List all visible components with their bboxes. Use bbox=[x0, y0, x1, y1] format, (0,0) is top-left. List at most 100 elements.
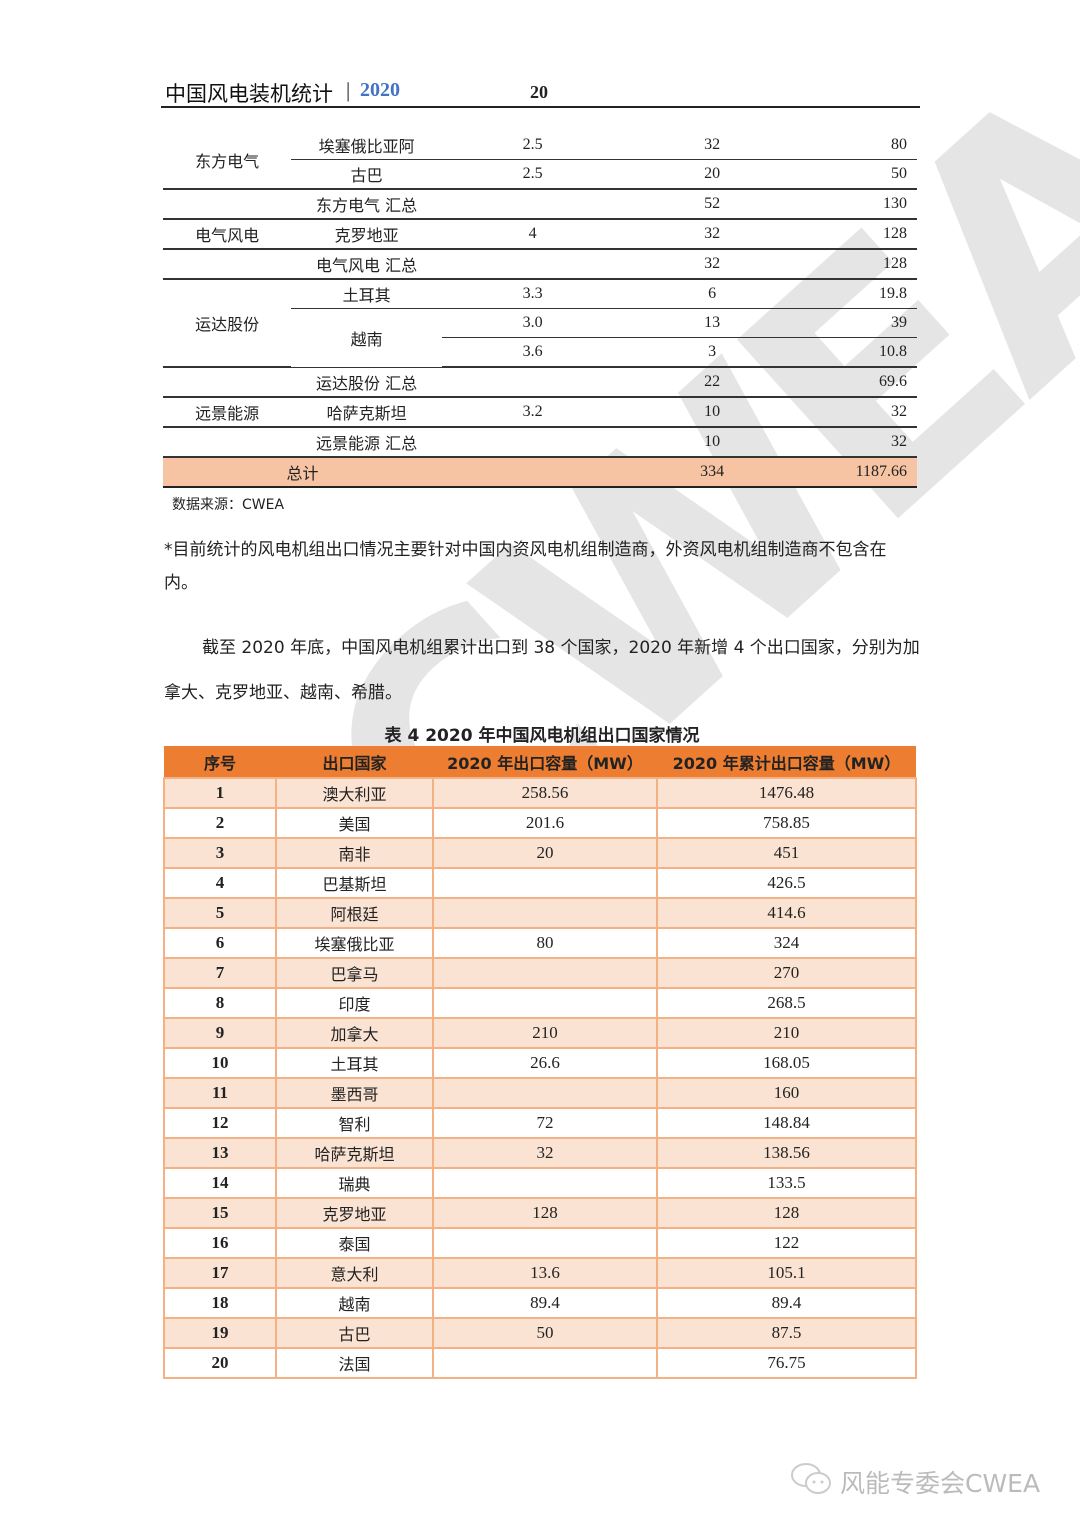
country-cell: 运达股份 汇总 bbox=[291, 367, 442, 398]
units-cell: 10 bbox=[623, 427, 801, 458]
body-paragraph: 截至 2020 年底，中国风电机组累计出口到 38 个国家，2020 年新增 4… bbox=[164, 638, 920, 703]
column-header: 序号 bbox=[164, 746, 276, 778]
cumulative-cell: 138.56 bbox=[656, 1137, 917, 1169]
capacity-cell: 10.8 bbox=[800, 337, 917, 368]
country-cell: 印度 bbox=[275, 987, 434, 1019]
export-2020-cell: 26.6 bbox=[432, 1047, 658, 1079]
unit-capacity-cell: 3.6 bbox=[441, 337, 624, 368]
table-row: 6 埃塞俄比亚 80 324 bbox=[163, 927, 917, 959]
unit-capacity-cell bbox=[441, 367, 624, 398]
country-cell: 泰国 bbox=[275, 1227, 434, 1259]
title-separator: | bbox=[346, 78, 351, 102]
country-cell: 阿根廷 bbox=[275, 897, 434, 929]
capacity-cell: 50 bbox=[800, 159, 917, 190]
units-cell: 32 bbox=[623, 131, 801, 160]
cumulative-cell: 105.1 bbox=[656, 1257, 917, 1289]
capacity-cell: 69.6 bbox=[800, 367, 917, 398]
cumulative-cell: 128 bbox=[656, 1197, 917, 1229]
export-2020-cell: 32 bbox=[432, 1137, 658, 1169]
table-row: 20 法国 76.75 bbox=[163, 1347, 917, 1379]
cumulative-cell: 148.84 bbox=[656, 1107, 917, 1139]
total-row: 总计 334 1187.66 bbox=[163, 457, 917, 488]
table-row: 18 越南 89.4 89.4 bbox=[163, 1287, 917, 1319]
table-row: 越南 3.0 13 39 bbox=[163, 308, 917, 368]
rank-cell: 6 bbox=[163, 927, 277, 959]
table-row: 3 南非 20 451 bbox=[163, 837, 917, 869]
footer-watermark: 风能专委会CWEA bbox=[790, 1462, 1040, 1502]
rank-cell: 4 bbox=[163, 867, 277, 899]
unit-capacity-cell: 2.5 bbox=[441, 159, 624, 190]
table-row: 运达股份 土耳其 3.3 6 19.8 bbox=[163, 279, 917, 368]
rank-cell: 12 bbox=[163, 1107, 277, 1139]
cumulative-cell: 414.6 bbox=[656, 897, 917, 929]
table-row: 10 土耳其 26.6 168.05 bbox=[163, 1047, 917, 1079]
country-cell: 越南 bbox=[291, 308, 442, 368]
company-cell: 远景能源 bbox=[163, 397, 292, 428]
table-row: 19 古巴 50 87.5 bbox=[163, 1317, 917, 1349]
export-2020-cell: 72 bbox=[432, 1107, 658, 1139]
country-cell: 美国 bbox=[275, 807, 434, 839]
doc-title: 中国风电装机统计 bbox=[165, 82, 333, 106]
capacity-cell: 32 bbox=[800, 427, 917, 458]
table-row: 16 泰国 122 bbox=[163, 1227, 917, 1259]
footer-text: 风能专委会CWEA bbox=[840, 1469, 1041, 1498]
footnote: *目前统计的风电机组出口情况主要针对中国内资风电机组制造商，外资风电机组制造商不… bbox=[164, 540, 887, 593]
export-2020-cell: 201.6 bbox=[432, 807, 658, 839]
export-2020-cell bbox=[432, 1347, 658, 1379]
country-cell: 电气风电 汇总 bbox=[291, 249, 442, 280]
cumulative-cell: 89.4 bbox=[656, 1287, 917, 1319]
table-row: 15 克罗地亚 128 128 bbox=[163, 1197, 917, 1229]
header-rule bbox=[161, 106, 920, 108]
table-row: 17 意大利 13.6 105.1 bbox=[163, 1257, 917, 1289]
country-cell: 克罗地亚 bbox=[291, 219, 442, 250]
export-2020-cell bbox=[432, 987, 658, 1019]
export-2020-cell: 13.6 bbox=[432, 1257, 658, 1289]
unit-capacity-cell: 3.0 bbox=[441, 308, 624, 338]
export-2020-cell: 128 bbox=[432, 1197, 658, 1229]
capacity-cell: 19.8 bbox=[800, 279, 917, 309]
cumulative-cell: 168.05 bbox=[656, 1047, 917, 1079]
export-2020-cell bbox=[432, 957, 658, 989]
unit-capacity-cell: 3.3 bbox=[441, 279, 624, 309]
company-cell: 东方电气 bbox=[163, 131, 292, 190]
table-header-row: 序号 出口国家 2020 年出口容量（MW） 2020 年累计出口容量（MW） bbox=[164, 746, 916, 778]
rank-cell: 20 bbox=[163, 1347, 277, 1379]
country-cell: 克罗地亚 bbox=[275, 1197, 434, 1229]
country-cell: 南非 bbox=[275, 837, 434, 869]
rank-cell: 14 bbox=[163, 1167, 277, 1199]
column-header: 2020 年出口容量（MW） bbox=[433, 746, 657, 778]
country-cell: 意大利 bbox=[275, 1257, 434, 1289]
table-row: 远景能源 哈萨克斯坦 3.2 10 32 bbox=[163, 397, 917, 428]
table-row: 12 智利 72 148.84 bbox=[163, 1107, 917, 1139]
country-cell: 越南 bbox=[275, 1287, 434, 1319]
capacity-cell: 32 bbox=[800, 397, 917, 428]
export-2020-cell: 89.4 bbox=[432, 1287, 658, 1319]
unit-capacity-cell bbox=[441, 427, 624, 458]
company-cell: 电气风电 bbox=[163, 219, 292, 250]
total-unit-capacity bbox=[441, 457, 624, 488]
rank-cell: 2 bbox=[163, 807, 277, 839]
unit-capacity-cell: 2.5 bbox=[441, 131, 624, 160]
capacity-cell: 128 bbox=[800, 219, 917, 250]
country-cell: 哈萨克斯坦 bbox=[291, 397, 442, 428]
table-row: 3.6 3 10.8 bbox=[163, 337, 917, 368]
country-cell: 法国 bbox=[275, 1347, 434, 1379]
table-row: 8 印度 268.5 bbox=[163, 987, 917, 1019]
units-cell: 13 bbox=[623, 308, 801, 338]
cumulative-cell: 426.5 bbox=[656, 867, 917, 899]
country-cell: 古巴 bbox=[275, 1317, 434, 1349]
export-country-table: 序号 出口国家 2020 年出口容量（MW） 2020 年累计出口容量（MW） 1 澳大… bbox=[163, 746, 917, 1379]
export-2020-cell bbox=[432, 1227, 658, 1259]
rank-cell: 9 bbox=[163, 1017, 277, 1049]
rank-cell: 3 bbox=[163, 837, 277, 869]
table-row: 14 瑞典 133.5 bbox=[163, 1167, 917, 1199]
cumulative-cell: 210 bbox=[656, 1017, 917, 1049]
country-cell: 土耳其 bbox=[291, 279, 442, 309]
table-row: 2 美国 201.6 758.85 bbox=[163, 807, 917, 839]
table-row: 电气风电 克罗地亚 4 32 128 bbox=[163, 219, 917, 250]
company-cell: 运达股份 bbox=[163, 279, 292, 368]
table-row: 11 墨西哥 160 bbox=[163, 1077, 917, 1109]
country-cell: 巴基斯坦 bbox=[275, 867, 434, 899]
cumulative-cell: 133.5 bbox=[656, 1167, 917, 1199]
company-cell bbox=[163, 249, 292, 280]
